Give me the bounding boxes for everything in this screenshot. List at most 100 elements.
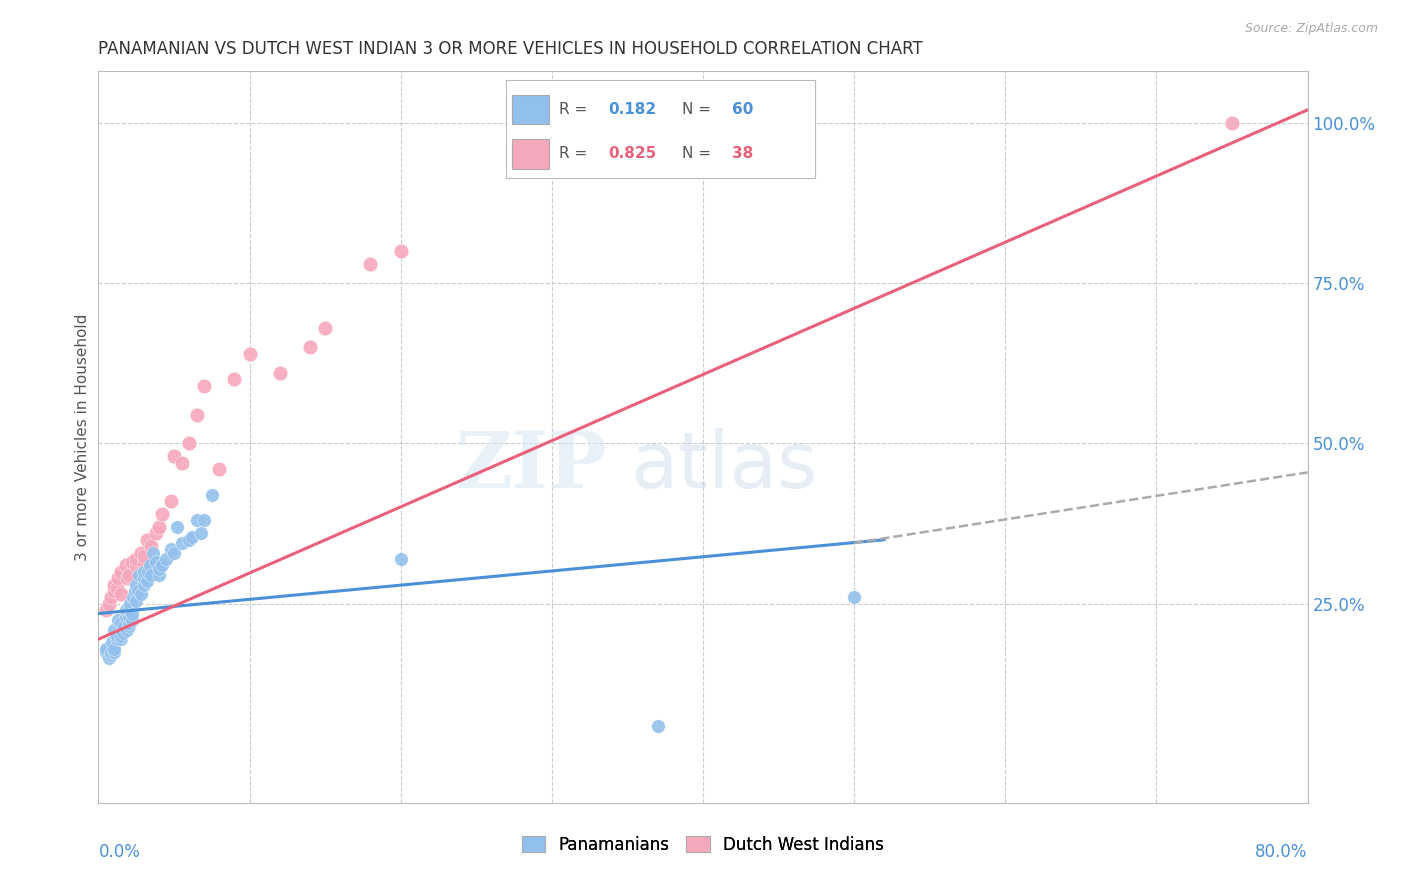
Point <box>170 536 193 550</box>
Text: atlas: atlas <box>630 428 818 504</box>
Point <box>145 526 167 541</box>
Point <box>121 555 143 569</box>
Point <box>101 635 124 649</box>
Point <box>136 565 159 579</box>
Point <box>132 565 155 579</box>
Point <box>94 641 117 656</box>
Point <box>193 514 215 528</box>
Point <box>155 552 177 566</box>
Point <box>94 603 117 617</box>
Point <box>111 625 134 640</box>
Point <box>100 648 122 663</box>
Point <box>124 584 146 599</box>
Point <box>239 346 262 360</box>
Point <box>132 549 155 563</box>
FancyBboxPatch shape <box>512 139 550 169</box>
Point <box>132 577 155 591</box>
Point <box>208 462 231 476</box>
Text: 60: 60 <box>733 103 754 117</box>
Point <box>150 558 173 573</box>
Point <box>1220 116 1243 130</box>
Point <box>114 609 136 624</box>
Point <box>121 613 143 627</box>
Point <box>105 581 128 595</box>
Point <box>190 526 212 541</box>
Legend: Panamanians, Dutch West Indians: Panamanians, Dutch West Indians <box>516 829 890 860</box>
Point <box>122 591 145 605</box>
Point <box>112 619 135 633</box>
FancyBboxPatch shape <box>512 95 550 124</box>
Y-axis label: 3 or more Vehicles in Household: 3 or more Vehicles in Household <box>75 313 90 561</box>
Point <box>150 507 173 521</box>
Point <box>139 558 162 573</box>
Point <box>389 244 412 258</box>
Text: R =: R = <box>558 103 592 117</box>
Point <box>125 593 148 607</box>
Point <box>103 577 125 591</box>
Text: ZIP: ZIP <box>454 428 606 504</box>
Point <box>142 545 165 559</box>
Point <box>148 561 170 575</box>
Point <box>389 552 412 566</box>
Point <box>201 488 224 502</box>
Point <box>118 603 141 617</box>
Point <box>141 539 163 553</box>
Point <box>118 619 141 633</box>
Point <box>114 603 136 617</box>
Point <box>148 568 170 582</box>
Point <box>129 587 152 601</box>
Point <box>166 520 188 534</box>
Point <box>103 623 125 637</box>
Text: Source: ZipAtlas.com: Source: ZipAtlas.com <box>1244 22 1378 36</box>
Text: N =: N = <box>682 146 716 161</box>
Point <box>148 520 170 534</box>
Point <box>118 609 141 624</box>
Point <box>193 378 215 392</box>
Text: 0.182: 0.182 <box>609 103 657 117</box>
Point <box>110 565 132 579</box>
Text: 0.0%: 0.0% <box>98 843 141 861</box>
Point <box>186 408 208 422</box>
Point <box>107 571 129 585</box>
Point <box>107 613 129 627</box>
Point <box>118 568 141 582</box>
Point <box>105 629 128 643</box>
Point <box>299 340 322 354</box>
Point <box>844 591 866 605</box>
Point <box>128 568 150 582</box>
Point <box>103 645 125 659</box>
Point <box>110 587 132 601</box>
Point <box>100 591 122 605</box>
Text: 38: 38 <box>733 146 754 161</box>
Point <box>224 372 246 386</box>
Point <box>160 542 183 557</box>
Point <box>135 533 157 547</box>
Point <box>647 719 669 733</box>
Point <box>125 552 148 566</box>
Point <box>125 558 148 573</box>
Point <box>314 321 336 335</box>
Point <box>141 568 163 582</box>
Point <box>115 571 138 585</box>
Point <box>98 651 121 665</box>
Text: PANAMANIAN VS DUTCH WEST INDIAN 3 OR MORE VEHICLES IN HOUSEHOLD CORRELATION CHAR: PANAMANIAN VS DUTCH WEST INDIAN 3 OR MOR… <box>98 40 924 58</box>
Point <box>103 641 125 656</box>
Point <box>98 597 121 611</box>
Point <box>163 545 186 559</box>
Point <box>186 514 208 528</box>
Point <box>360 257 382 271</box>
Point <box>132 571 155 585</box>
Text: 0.825: 0.825 <box>609 146 657 161</box>
Point <box>163 450 186 464</box>
Point <box>181 529 204 543</box>
Point <box>129 545 152 559</box>
Point <box>125 577 148 591</box>
Point <box>118 616 141 631</box>
Point <box>179 436 201 450</box>
Point <box>114 558 136 573</box>
Point <box>269 366 291 380</box>
Point <box>110 632 132 647</box>
Point <box>110 629 132 643</box>
Text: N =: N = <box>682 103 716 117</box>
Point <box>110 616 132 631</box>
